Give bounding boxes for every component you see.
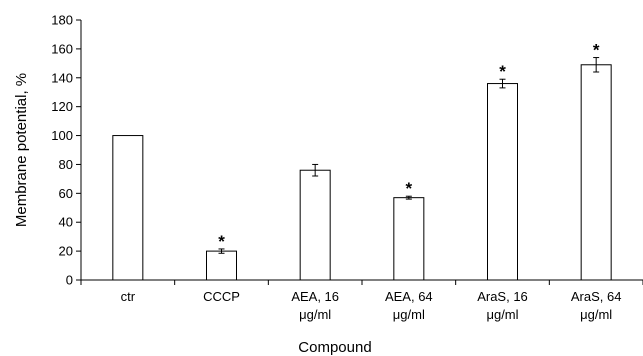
x-category-label: CCCP <box>203 289 240 304</box>
y-tick-label: 40 <box>59 215 73 230</box>
bar <box>299 169 331 281</box>
bar <box>580 64 612 281</box>
y-tick-label: 140 <box>51 70 73 85</box>
x-axis-category-labels: ctr CCCP AEA, 16 μg/ml AEA, 64 μg/ml AraS, 16 μ… <box>80 280 643 322</box>
y-tick-label: 180 <box>51 13 73 28</box>
bars <box>112 64 612 281</box>
error-bars <box>218 57 600 254</box>
y-tick-label: 120 <box>51 99 73 114</box>
x-axis-title: Compound <box>298 339 371 356</box>
x-category-label: μg/ml <box>486 307 518 322</box>
bar <box>112 135 144 281</box>
significance-star: * <box>218 232 225 251</box>
x-category-label: AraS, 64 <box>571 289 622 304</box>
y-tick-label: 160 <box>51 41 73 56</box>
bar <box>393 197 425 281</box>
x-category-label: μg/ml <box>580 307 612 322</box>
x-category-label: μg/ml <box>393 307 425 322</box>
x-category-label: ctr <box>121 289 136 304</box>
x-category-label: AEA, 64 <box>385 289 433 304</box>
bar <box>206 250 237 281</box>
y-tick-label: 0 <box>66 273 73 288</box>
y-tick-label: 80 <box>59 157 73 172</box>
x-category-label: μg/ml <box>299 307 331 322</box>
significance-star: * <box>499 62 506 81</box>
bar <box>487 83 518 281</box>
significance-star: * <box>406 179 413 198</box>
y-tick-label: 60 <box>59 186 73 201</box>
significance-star: * <box>593 41 600 60</box>
y-tick-label: 100 <box>51 128 73 143</box>
y-axis-ticks: 0 20 40 60 80 100 120 140 160 180 <box>51 13 81 288</box>
significance-markers: * * * * <box>218 41 600 251</box>
x-category-label: AraS, 16 <box>477 289 528 304</box>
y-tick-label: 20 <box>59 244 73 259</box>
y-axis-title: Membrane potential, % <box>13 73 30 227</box>
x-category-label: AEA, 16 <box>291 289 339 304</box>
